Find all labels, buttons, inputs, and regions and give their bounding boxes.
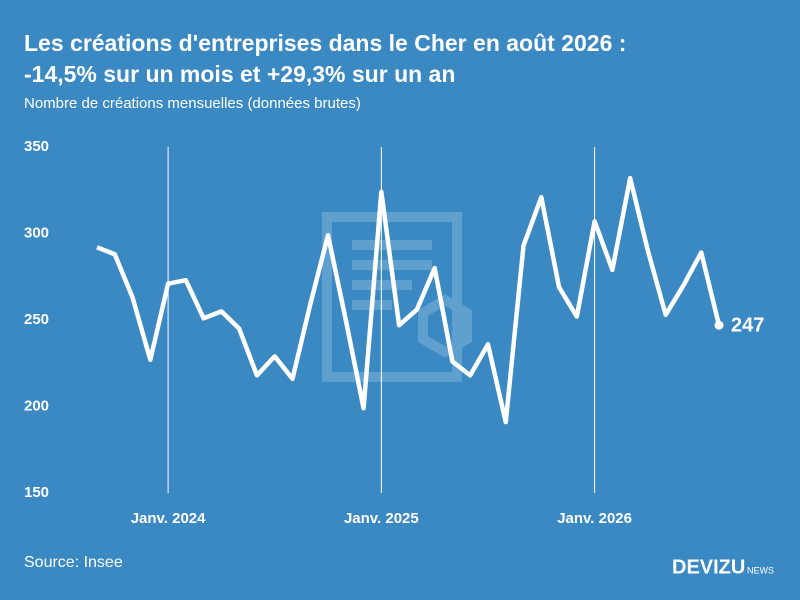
line [96, 175, 722, 425]
x-tick-label: Janv. 2024 [131, 510, 206, 527]
y-tick-label: 350 [24, 138, 49, 155]
brand-suffix: NEWS [747, 565, 774, 575]
y-tick-label: 300 [24, 224, 49, 241]
brand: DEVIZU [672, 556, 745, 578]
y-tick-label: 250 [24, 311, 49, 328]
chart-title: -14,5% sur un mois et +29,3% sur un an [24, 61, 455, 87]
end-point [714, 320, 724, 330]
chart-title: Les créations d'entreprises dans le Cher… [24, 30, 626, 56]
y-tick-label: 200 [24, 397, 49, 414]
data-label: 247 [731, 314, 764, 336]
x-tick-label: Janv. 2026 [557, 510, 632, 527]
x-tick-label: Janv. 2025 [344, 510, 419, 527]
source: Source: Insee [24, 554, 123, 571]
chart-subtitle: Nombre de créations mensuelles (données … [24, 95, 361, 112]
y-tick-label: 150 [24, 484, 49, 501]
